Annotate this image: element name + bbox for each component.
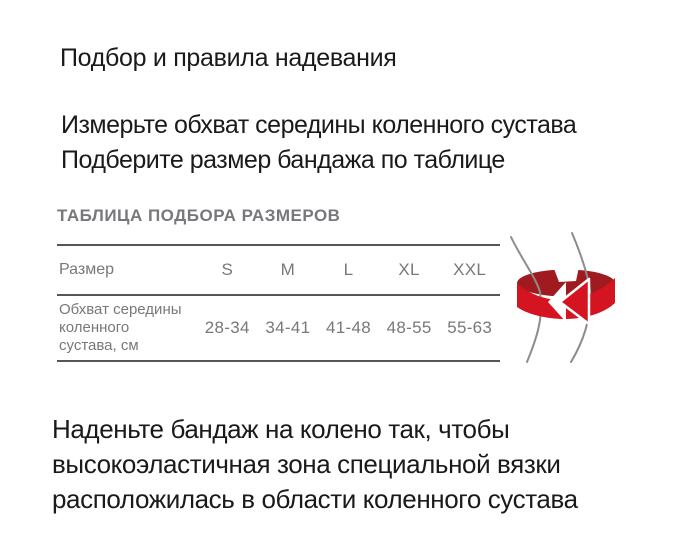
size-table-section: ТАБЛИЦА ПОДБОРА РАЗМЕРОВ Размер S M L XL…: [57, 206, 500, 362]
size-cell-l: L: [343, 260, 354, 279]
size-table: Размер S M L XL XXL Обхват середины коле…: [57, 244, 500, 362]
size-cell-xl: XL: [398, 260, 420, 279]
value-cell-xl: 48-55: [386, 318, 432, 337]
intro-paragraph: Измерьте обхват середины коленного суста…: [61, 108, 577, 178]
value-cell-s: 28-34: [204, 318, 250, 337]
outro-line-2: высокоэластичная зона специальной вязки: [52, 449, 561, 479]
table-row-sizes: Размер S M L XL XXL: [57, 246, 500, 296]
table-row-circumference: Обхват середины коленного сустава, см 28…: [57, 296, 500, 362]
intro-line-pick-size: Подберите размер бандажа по таблице: [61, 146, 505, 174]
band-front-face: [517, 278, 615, 320]
page-title: Подбор и правила надевания: [60, 44, 397, 72]
band-arrowhead: [558, 277, 591, 326]
band-rim-gap: [553, 266, 579, 282]
size-table-title: ТАБЛИЦА ПОДБОРА РАЗМЕРОВ: [57, 206, 341, 225]
outro-line-1: Наденьте бандаж на колено так, чтобы: [52, 414, 510, 444]
value-cell-xxl: 55-63: [447, 318, 493, 337]
size-cell-s: S: [221, 260, 234, 279]
outro-line-3: расположилась в области коленного сустав…: [52, 484, 578, 514]
size-cell-m: M: [280, 260, 296, 279]
intro-line-measure: Измерьте обхват середины коленного суста…: [61, 111, 577, 139]
value-cell-l: 41-48: [326, 318, 371, 337]
leg-line-left: [510, 236, 543, 363]
value-cell-m: 34-41: [265, 318, 311, 337]
knee-measure-illustration-icon: [510, 232, 615, 363]
size-cell-xxl: XXL: [453, 260, 487, 279]
band-notch: [548, 282, 566, 322]
circumference-row-label: Обхват середины коленного сустава, см: [59, 301, 182, 354]
size-row-label: Размер: [59, 261, 114, 278]
outro-paragraph: Наденьте бандаж на колено так, чтобы выс…: [52, 412, 578, 517]
